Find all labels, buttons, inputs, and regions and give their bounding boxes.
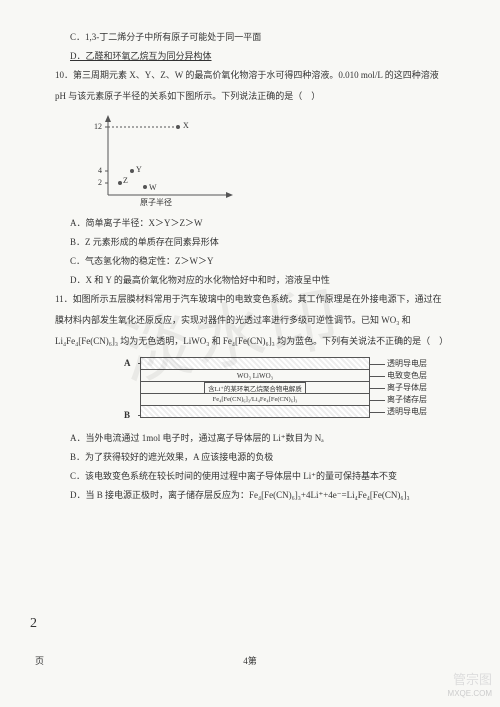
q10-chart: 12 4 2 X Y Z W 原子半径 <box>90 113 240 208</box>
corner-mark: 2 <box>30 616 37 632</box>
q11-stem-2: 膜材料内部发生氧化还原反应，实现对器件的光透过率进行多级可逆性调节。已知 WO₃… <box>55 313 455 328</box>
q10-stem-2: pH 与该元素原子半径的关系如下图所示。下列说法正确的是（ ） <box>55 89 455 104</box>
layer-4-text: Fe₄[Fe(CN)₆]₃/Li₄Fe₄[Fe(CN)₆]₃ <box>213 396 298 403</box>
layer-2-label: 电致变色层 <box>387 370 427 381</box>
q11-option-c: C．该电致变色系统在较长时间的使用过程中离子导体层中 Li⁺的量可保持基本不变 <box>70 469 455 482</box>
x-axis-label: 原子半径 <box>140 197 172 208</box>
ytick-4: 4 <box>98 166 102 175</box>
layer-2-text: WO₃ LiWO₃ <box>237 372 273 380</box>
layer-3-label: 离子导体层 <box>387 382 427 393</box>
footer-center: 4第 <box>0 654 500 667</box>
chart-svg <box>90 113 240 208</box>
q9-option-c: C．1,3-丁二烯分子中所有原子可能处于同一平面 <box>70 30 455 43</box>
layer-5-label: 透明导电层 <box>387 406 427 417</box>
point-z: Z <box>123 176 128 185</box>
terminal-a: A <box>124 358 131 368</box>
q11-option-d: D．当 B 接电源正极时，离子储存层反应为：Fe₄[Fe(CN)₆]₃+4Li⁺… <box>70 488 455 501</box>
q10-option-d: D．X 和 Y 的最高价氧化物对应的水化物恰好中和时，溶液呈中性 <box>70 273 455 286</box>
layer-1-label: 透明导电层 <box>387 358 427 369</box>
q10-option-a: A．简单离子半径：X＞Y＞Z＞W <box>70 216 455 229</box>
q10-option-b: B．Z 元素形成的单质存在同素异形体 <box>70 235 455 248</box>
q11-stem-3: Li₄Fe₄[Fe(CN)₆]₃ 均为无色透明，LiWO₃ 和 Fe₄[Fe(C… <box>55 334 455 349</box>
site-url: MXQE.COM <box>448 689 492 699</box>
exam-page: C．1,3-丁二烯分子中所有原子可能处于同一平面 D．乙醛和环氧乙烷互为同分异构… <box>0 0 500 537</box>
q11-option-a: A．当外电流通过 1mol 电子时，通过离子导体层的 Li⁺数目为 Nₐ <box>70 431 455 444</box>
layer-5: 透明导电层 <box>140 405 370 418</box>
q11-diagram: A B 透明导电层 WO₃ LiWO₃ 电致变色层 含Li⁺的某环氧乙烷聚合物电… <box>140 357 370 418</box>
layer-4-label: 离子储存层 <box>387 394 427 405</box>
q11-stem-1: 11．如图所示五层膜材料常用于汽车玻璃中的电致变色系统。其工作原理是在外接电源下… <box>55 292 455 307</box>
q11-option-b: B．为了获得较好的遮光效果，A 应该接电源的负极 <box>70 450 455 463</box>
q9-option-d: D．乙醛和环氧乙烷互为同分异构体 <box>70 49 455 62</box>
terminal-b: B <box>124 410 130 420</box>
point-y: Y <box>136 165 142 174</box>
point-w: W <box>149 183 157 192</box>
q10-stem-1: 10．第三周期元素 X、Y、Z、W 的最高价氧化物溶于水可得四种溶液。0.010… <box>55 68 455 83</box>
site-name: 管宗图 <box>448 672 492 689</box>
ytick-2: 2 <box>98 178 102 187</box>
ytick-12: 12 <box>94 122 102 131</box>
site-watermark: 管宗图 MXQE.COM <box>448 672 492 699</box>
q10-option-c: C．气态氢化物的稳定性：Z＞W＞Y <box>70 254 455 267</box>
layer-3-text: 含Li⁺的某环氧乙烷聚合物电解质 <box>204 382 306 394</box>
point-x: X <box>183 121 189 130</box>
